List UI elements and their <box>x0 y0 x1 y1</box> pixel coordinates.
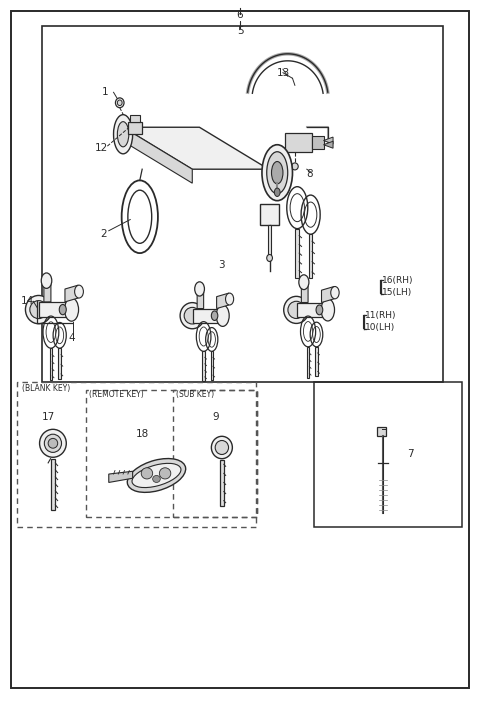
Polygon shape <box>49 348 52 380</box>
Ellipse shape <box>331 286 339 299</box>
Text: 6: 6 <box>237 10 243 20</box>
Bar <box>173 390 257 517</box>
Ellipse shape <box>184 307 200 324</box>
Text: 13: 13 <box>276 67 289 78</box>
Polygon shape <box>39 302 72 317</box>
Ellipse shape <box>44 435 61 452</box>
Text: (BLANK KEY): (BLANK KEY) <box>22 383 70 392</box>
Polygon shape <box>220 460 224 506</box>
Ellipse shape <box>59 305 66 314</box>
Polygon shape <box>295 229 299 277</box>
Text: 7: 7 <box>408 449 414 460</box>
Ellipse shape <box>30 300 48 319</box>
Text: 1: 1 <box>102 87 109 98</box>
Text: 11(RH): 11(RH) <box>365 311 396 320</box>
Ellipse shape <box>226 293 234 305</box>
Polygon shape <box>197 292 204 309</box>
Polygon shape <box>211 351 213 380</box>
Ellipse shape <box>211 437 232 458</box>
Text: 16(RH): 16(RH) <box>382 276 414 285</box>
Polygon shape <box>50 458 55 510</box>
Ellipse shape <box>284 296 309 324</box>
Text: (SUB KEY): (SUB KEY) <box>176 390 214 399</box>
Polygon shape <box>377 427 385 437</box>
Polygon shape <box>123 127 192 183</box>
Bar <box>285 133 312 152</box>
Polygon shape <box>297 303 328 317</box>
Ellipse shape <box>216 305 229 326</box>
Polygon shape <box>193 309 223 323</box>
Ellipse shape <box>215 440 228 454</box>
Ellipse shape <box>275 188 280 197</box>
Ellipse shape <box>267 152 288 194</box>
Ellipse shape <box>316 305 323 314</box>
Bar <box>260 204 279 225</box>
Ellipse shape <box>195 282 204 296</box>
Ellipse shape <box>272 161 283 184</box>
Ellipse shape <box>141 468 153 479</box>
Ellipse shape <box>64 298 79 322</box>
Ellipse shape <box>159 468 171 479</box>
Bar <box>17 382 256 527</box>
Polygon shape <box>324 137 333 144</box>
Polygon shape <box>109 471 132 482</box>
Bar <box>314 382 462 527</box>
Ellipse shape <box>288 301 305 319</box>
Polygon shape <box>216 293 229 309</box>
Ellipse shape <box>117 121 129 147</box>
Text: 12: 12 <box>95 143 108 153</box>
Text: 8: 8 <box>306 169 312 179</box>
Text: 14: 14 <box>21 296 34 306</box>
Text: 17: 17 <box>42 412 55 422</box>
Polygon shape <box>268 225 272 257</box>
Polygon shape <box>203 351 205 381</box>
Polygon shape <box>65 285 78 302</box>
Ellipse shape <box>291 163 298 170</box>
Ellipse shape <box>180 303 204 329</box>
Text: 10(LH): 10(LH) <box>365 324 396 333</box>
Ellipse shape <box>153 475 160 482</box>
Polygon shape <box>59 348 61 379</box>
Ellipse shape <box>267 255 273 262</box>
Polygon shape <box>307 347 309 378</box>
Bar <box>42 26 443 383</box>
Ellipse shape <box>39 430 66 457</box>
Text: 5: 5 <box>237 27 243 37</box>
Polygon shape <box>309 234 312 277</box>
Text: (REMOTE KEY): (REMOTE KEY) <box>89 390 144 399</box>
Bar <box>128 121 142 134</box>
Ellipse shape <box>321 299 335 321</box>
Bar <box>312 136 324 149</box>
Polygon shape <box>123 127 269 169</box>
Text: 9: 9 <box>213 412 219 422</box>
Polygon shape <box>324 141 333 148</box>
Bar <box>130 114 140 121</box>
Bar <box>86 390 257 517</box>
Ellipse shape <box>48 439 58 448</box>
Polygon shape <box>322 286 334 303</box>
Ellipse shape <box>74 285 84 298</box>
Polygon shape <box>301 285 308 303</box>
Ellipse shape <box>262 145 292 201</box>
Polygon shape <box>315 347 318 376</box>
Ellipse shape <box>127 458 186 492</box>
Polygon shape <box>44 284 51 302</box>
Ellipse shape <box>132 463 181 488</box>
Ellipse shape <box>25 296 52 324</box>
Ellipse shape <box>117 100 122 105</box>
Ellipse shape <box>116 98 124 107</box>
Text: 3: 3 <box>218 260 225 270</box>
Ellipse shape <box>299 274 309 290</box>
Ellipse shape <box>114 114 132 154</box>
Text: 4: 4 <box>69 333 75 343</box>
Ellipse shape <box>211 311 218 320</box>
Ellipse shape <box>41 273 52 289</box>
Text: 15(LH): 15(LH) <box>382 289 412 298</box>
Text: 2: 2 <box>101 229 108 239</box>
Text: 18: 18 <box>135 428 149 439</box>
